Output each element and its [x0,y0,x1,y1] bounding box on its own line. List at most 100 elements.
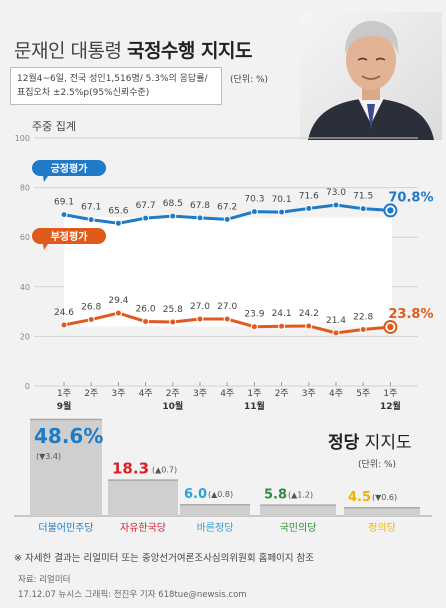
survey-info-box: 12월4~6일, 전국 성인1,516명/ 5.3%의 응답률/ 표집오차 ±2… [10,67,222,105]
data-label: 27.0 [217,302,237,312]
y-tick-label: 60 [20,233,30,242]
series-badge-label: 긍정평가 [51,162,89,175]
data-point [196,214,204,222]
data-label-last: 23.8% [388,307,433,322]
data-label: 21.4 [326,316,346,326]
x-tick-label: 4주 [139,388,153,399]
x-tick-label: 2주 [275,388,289,399]
data-point [305,322,313,330]
source-text: 자료: 리얼미터 [18,575,71,585]
x-tick-label: 3주 [193,388,207,399]
data-label: 67.1 [81,203,101,213]
data-point [223,315,231,323]
bar-category-label: 국민의당 [280,522,317,534]
data-label: 27.0 [190,302,210,312]
data-label: 70.1 [272,195,292,205]
x-tick-label: 2주 [84,388,98,399]
bar-chart-unit: (단위: %) [358,460,397,470]
x-tick-label: 3주 [302,388,316,399]
data-label: 71.6 [299,191,319,201]
data-point [305,204,313,212]
data-point [332,329,340,337]
data-label: 24.2 [299,309,319,319]
data-point [142,214,150,222]
bar-category-label: 더불어민주당 [38,522,93,534]
data-label: 24.1 [272,309,292,319]
bar-change-label: (▲1.2) [288,490,313,499]
series-badge [32,228,106,250]
x-tick-label: 4주 [329,388,343,399]
series-badge-label: 부정평가 [51,230,89,243]
party-title-light: 지지도 [359,433,412,453]
y-tick-label: 40 [20,283,30,292]
data-point [359,325,367,333]
x-tick-label: 1주 [247,388,261,399]
data-point [359,205,367,213]
data-label: 67.7 [136,201,156,211]
series-badge [32,160,106,182]
x-tick-label: 1주 [383,388,397,399]
line-chart-unit: (단위: %) [230,75,269,85]
bar [260,504,336,516]
data-point [60,211,68,219]
bar-value-label: 48.6% [34,424,103,448]
x-tick-label: 1주 [57,388,71,399]
x-month-label: 10월 [162,400,183,412]
data-point [278,322,286,330]
x-tick-label: 2주 [166,388,180,399]
page-title: 문재인 대통령 국정수행 지지도 [14,36,252,63]
data-label: 25.8 [163,305,183,315]
data-point [223,215,231,223]
bar-category-label: 자유한국당 [120,522,166,534]
data-label: 23.9 [244,310,264,320]
bar-value-label: 5.8 [264,487,287,502]
bar [108,479,178,516]
data-point [196,315,204,323]
data-label: 67.2 [217,202,237,212]
bar-change-label: (▲0.8) [208,490,233,499]
data-label: 26.0 [136,305,156,315]
plot-highlight-band [64,217,392,327]
credit-text: 17.12.07 뉴시스 그래픽: 전진우 기자 618tue@newsis.c… [18,590,247,600]
data-label: 22.8 [353,312,373,322]
data-point [278,208,286,216]
bar [30,418,102,516]
survey-info-line1: 12월4~6일, 전국 성인1,516명/ 5.3%의 응답률/ [17,74,208,84]
data-point [142,318,150,326]
data-point-last-center [387,323,394,331]
data-point [87,316,95,324]
x-tick-label: 5주 [356,388,370,399]
x-tick-label: 4주 [220,388,234,399]
data-point [60,321,68,329]
bar-change-label: (▼0.6) [372,493,397,502]
survey-info-line2: 표집오차 ±2.5%p(95%신뢰수준) [17,88,150,98]
bar-value-label: 6.0 [184,487,207,502]
data-label: 26.8 [81,303,101,313]
bar-change-label: (▼3.4) [36,452,61,461]
x-month-label: 9월 [57,400,72,412]
party-chart-title: 정당 지지도 [328,428,412,453]
bar-category-label: 바른정당 [197,522,234,534]
data-point [114,309,122,317]
president-portrait [300,12,442,140]
data-point [250,323,258,331]
footnote: ※ 자세한 결과는 리얼미터 또는 중앙선거여론조사심의위원회 홈페이지 참조 [14,553,315,564]
title-bold: 국정수행 지지도 [126,40,252,62]
data-point [169,318,177,326]
data-label: 65.6 [108,206,128,216]
bar-value-label: 4.5 [348,490,371,505]
title-light: 문재인 대통령 [14,40,127,62]
party-title-bold: 정당 [328,433,360,453]
portrait-image [300,12,442,140]
data-point [87,216,95,224]
bar [344,507,420,516]
data-label: 70.3 [244,195,264,205]
data-label: 69.1 [54,198,74,208]
bar-category-label: 정의당 [368,522,396,534]
line-chart: 0 20 40 60 80 100 69.1 67.1 65.6 67.7 68.5 67.8 67.2… [15,134,434,412]
data-point [169,212,177,220]
x-month-label: 11월 [244,400,265,412]
y-tick-label: 80 [20,184,30,193]
bar-change-label: (▲0.7) [152,465,177,474]
